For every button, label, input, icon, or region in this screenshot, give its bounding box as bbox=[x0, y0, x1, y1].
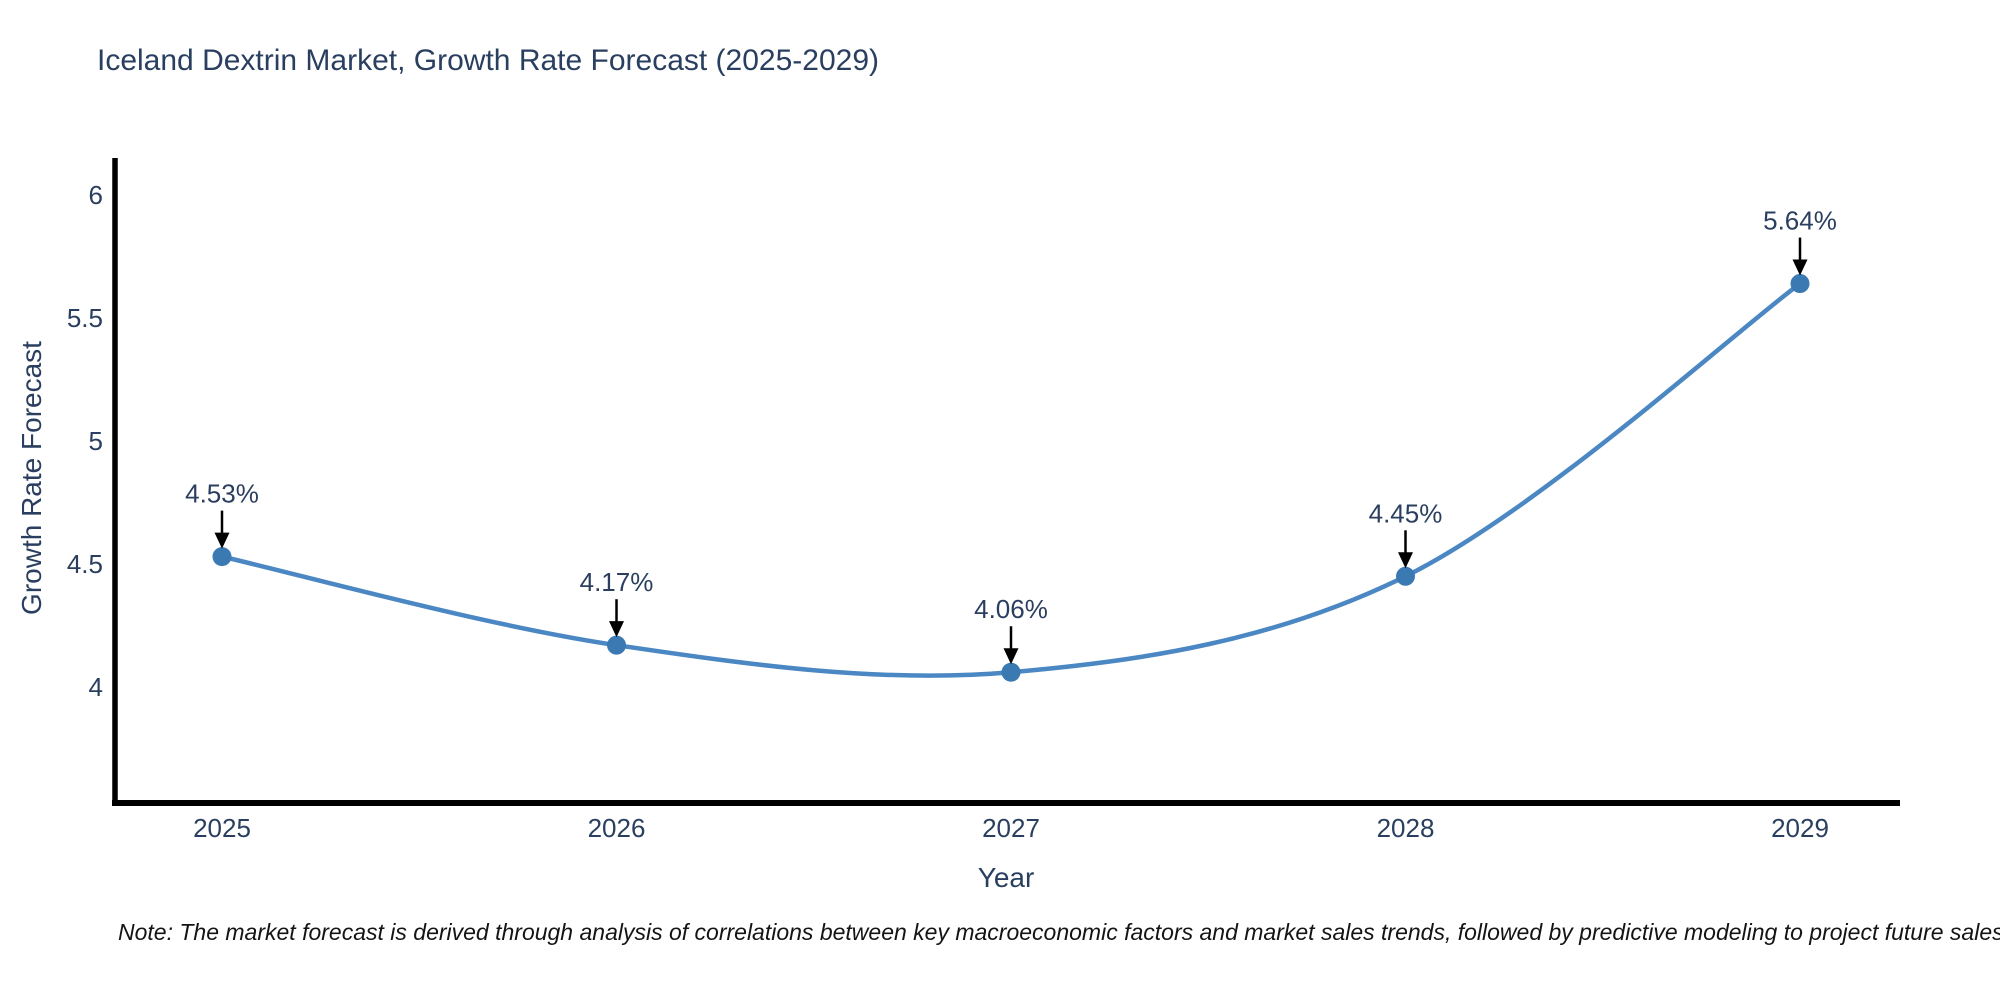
annotation-arrow-head-icon bbox=[1398, 552, 1413, 569]
data-point-marker bbox=[607, 635, 626, 655]
y-tick-label: 4.5 bbox=[67, 549, 103, 579]
data-point-marker bbox=[212, 547, 232, 567]
data-point-marker bbox=[1790, 274, 1810, 294]
annotation-label: 4.45% bbox=[1369, 498, 1443, 528]
footnote: Note: The market forecast is derived thr… bbox=[118, 919, 2000, 945]
data-point-marker bbox=[1001, 662, 1021, 682]
x-tick-label: 2026 bbox=[588, 813, 646, 843]
y-tick-label: 4 bbox=[89, 672, 103, 702]
y-tick-label: 5 bbox=[89, 426, 103, 456]
x-tick-label: 2028 bbox=[1377, 813, 1435, 843]
annotation-label: 4.06% bbox=[974, 594, 1048, 624]
annotation-arrow-head-icon bbox=[214, 532, 230, 549]
data-point-marker bbox=[1396, 566, 1415, 586]
chart-title: Iceland Dextrin Market, Growth Rate Fore… bbox=[97, 44, 880, 77]
annotation-label: 5.64% bbox=[1763, 206, 1837, 236]
x-tick-label: 2027 bbox=[982, 813, 1040, 843]
annotation-label: 4.17% bbox=[580, 567, 654, 597]
x-axis-title: Year bbox=[977, 862, 1035, 893]
annotation-arrow-head-icon bbox=[609, 621, 624, 638]
annotation-label: 4.53% bbox=[185, 479, 259, 509]
series-line bbox=[219, 281, 1803, 678]
x-tick-label: 2025 bbox=[193, 813, 251, 843]
x-tick-label: 2029 bbox=[1771, 813, 1829, 843]
y-tick-label: 5.5 bbox=[67, 303, 103, 333]
annotation-arrow-head-icon bbox=[1792, 259, 1808, 276]
annotation-arrow-head-icon bbox=[1003, 648, 1019, 665]
y-tick-label: 6 bbox=[89, 180, 103, 210]
